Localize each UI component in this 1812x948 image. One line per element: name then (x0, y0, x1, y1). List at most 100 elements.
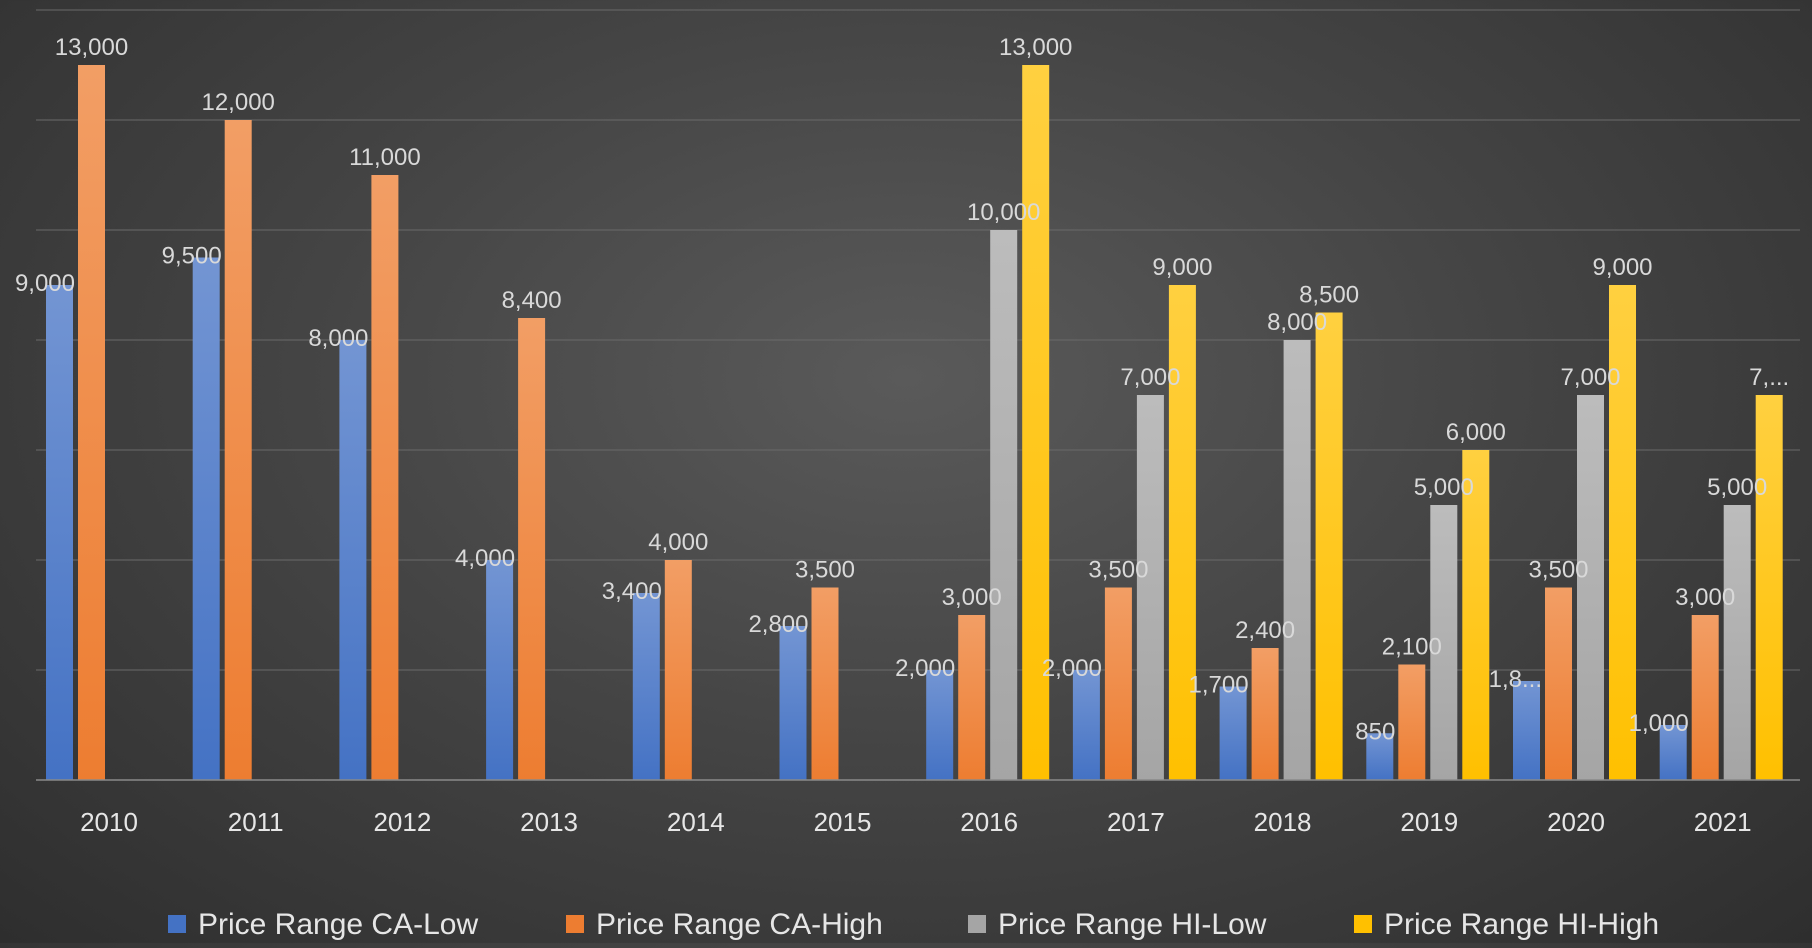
x-tick-label: 2010 (80, 807, 138, 837)
data-label: 8,500 (1299, 282, 1359, 309)
x-tick-label: 2016 (960, 807, 1018, 837)
data-labels: 9,000 13,000 9,500 12,000 8,000 11,000 4,000 8,… (15, 34, 1789, 745)
x-tick-label: 2021 (1694, 807, 1752, 837)
data-label: 2,400 (1235, 617, 1295, 644)
legend: Price Range CA-Low Price Range CA-High Pri… (168, 908, 1659, 941)
bar-price-range-ca-high-2019 (1398, 664, 1426, 780)
bar-price-range-hi-low-2020 (1577, 395, 1604, 780)
data-label: 3,000 (1675, 584, 1735, 611)
legend-label: Price Range CA-High (596, 908, 883, 941)
bar-price-range-ca-low-2020 (1513, 681, 1540, 780)
bar-price-range-ca-high-2014 (664, 560, 692, 780)
bar-price-range-hi-high-2020 (1609, 285, 1636, 780)
legend-label: Price Range HI-High (1384, 908, 1659, 941)
legend-swatch (566, 915, 584, 933)
bar-price-range-ca-low-2018 (1219, 686, 1247, 780)
data-label: 4,000 (648, 529, 708, 556)
data-label: 5,000 (1414, 474, 1474, 501)
bar-price-range-ca-low-2017 (1072, 670, 1100, 780)
bar-price-range-ca-low-2011 (192, 257, 220, 780)
data-label: 8,000 (1267, 309, 1327, 336)
bar-price-range-hi-high-2021 (1755, 395, 1783, 780)
data-label: 8,000 (308, 325, 368, 352)
bar-price-range-ca-low-2010 (46, 285, 73, 780)
data-label: 2,800 (748, 611, 808, 638)
data-label: 9,000 (1592, 254, 1652, 281)
x-tick-label: 2011 (228, 807, 284, 837)
bar-price-range-ca-high-2017 (1104, 587, 1132, 780)
data-label: 1,700 (1189, 672, 1249, 699)
bars (46, 65, 1783, 780)
bar-price-range-hi-high-2019 (1462, 450, 1490, 780)
bar-price-range-hi-high-2016 (1022, 65, 1050, 780)
data-label: 9,500 (162, 243, 222, 270)
x-tick-label: 2019 (1400, 807, 1458, 837)
data-label: 850 (1355, 718, 1395, 745)
x-tick-label: 2018 (1254, 807, 1312, 837)
legend-label: Price Range HI-Low (998, 908, 1267, 941)
bar-price-range-ca-high-2018 (1251, 648, 1279, 780)
bar-price-range-ca-high-2012 (371, 175, 399, 780)
data-label: 7,000 (1560, 364, 1620, 391)
bar-price-range-hi-low-2019 (1430, 505, 1458, 780)
gridlines (36, 9, 1800, 671)
data-label: 8,400 (502, 287, 562, 314)
x-tick-label: 2017 (1107, 807, 1165, 837)
data-label: 7,... (1749, 364, 1789, 391)
data-label: 13,000 (55, 34, 128, 61)
data-label: 3,500 (1088, 557, 1148, 584)
bar-price-range-ca-high-2021 (1691, 615, 1719, 780)
bar-price-range-ca-high-2010 (78, 65, 105, 780)
bar-price-range-ca-high-2015 (811, 587, 839, 780)
bar-price-range-hi-low-2018 (1283, 340, 1311, 780)
data-label: 13,000 (999, 34, 1072, 61)
x-axis: 2010 2011 2012 2013 2014 2015 2016 2017 2018 2019… (36, 779, 1800, 837)
data-label: 4,000 (455, 545, 515, 572)
data-label: 1,000 (1629, 710, 1689, 737)
legend-swatch (1354, 915, 1372, 933)
bar-price-range-ca-low-2014 (632, 593, 660, 780)
bar-price-range-ca-low-2013 (486, 560, 514, 780)
bar-price-range-ca-low-2021 (1659, 725, 1687, 780)
bar-price-range-hi-low-2017 (1136, 395, 1164, 780)
bar-price-range-ca-low-2015 (779, 626, 807, 780)
data-label: 5,000 (1707, 474, 1767, 501)
bar-price-range-ca-low-2019 (1366, 733, 1394, 780)
data-label: 2,000 (895, 655, 955, 682)
data-label: 3,500 (795, 557, 855, 584)
x-tick-label: 2014 (667, 807, 725, 837)
data-label: 3,500 (1528, 557, 1588, 584)
data-label: 10,000 (967, 199, 1040, 226)
legend-label: Price Range CA-Low (198, 908, 478, 941)
data-label: 3,400 (602, 578, 662, 605)
x-tick-label: 2012 (373, 807, 431, 837)
bar-price-range-ca-high-2016 (958, 615, 986, 780)
bar-price-range-hi-high-2018 (1315, 312, 1343, 780)
data-label: 2,100 (1382, 634, 1442, 661)
legend-item: Price Range CA-High (566, 908, 883, 941)
bar-price-range-ca-high-2020 (1545, 587, 1572, 780)
data-label: 9,000 (1152, 254, 1212, 281)
data-label: 12,000 (201, 89, 274, 116)
bar-price-range-ca-low-2016 (926, 670, 954, 780)
data-label: 1,8... (1489, 666, 1542, 693)
bar-price-range-hi-high-2017 (1168, 285, 1196, 780)
bar-price-range-hi-low-2016 (990, 230, 1018, 780)
bar-price-range-ca-low-2012 (339, 340, 367, 780)
legend-item: Price Range HI-Low (968, 908, 1267, 941)
bar-price-range-hi-low-2021 (1723, 505, 1751, 780)
data-label: 11,000 (349, 144, 421, 171)
x-tick-label: 2020 (1547, 807, 1605, 837)
data-label: 6,000 (1446, 419, 1506, 446)
legend-item: Price Range HI-High (1354, 908, 1659, 941)
legend-swatch (168, 915, 186, 933)
legend-swatch (968, 915, 986, 933)
bar-price-range-ca-high-2013 (518, 318, 546, 780)
x-tick-label: 2015 (814, 807, 872, 837)
bar-price-range-ca-high-2011 (224, 120, 252, 780)
data-label: 3,000 (942, 584, 1002, 611)
legend-item: Price Range CA-Low (168, 908, 478, 941)
data-label: 7,000 (1120, 364, 1180, 391)
